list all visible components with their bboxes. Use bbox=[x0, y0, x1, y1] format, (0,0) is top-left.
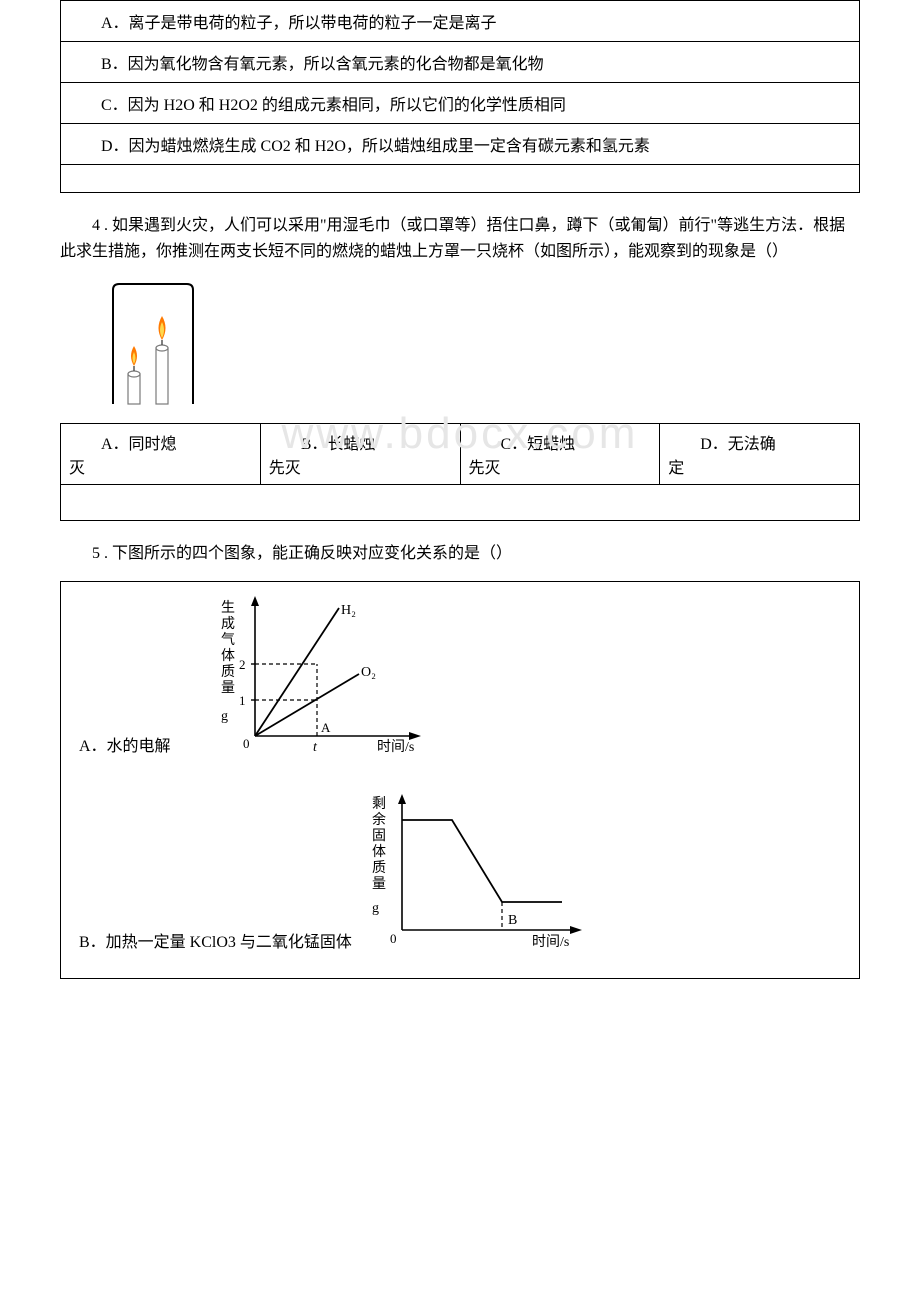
svg-text:成: 成 bbox=[221, 616, 235, 632]
svg-text:1: 1 bbox=[239, 693, 246, 708]
q4-choices-table: A．同时熄 灭 B．长蜡烛 先灭 C．短蜡烛 先灭 D．无法确 定 bbox=[60, 423, 860, 521]
q5-figure-box: A．水的电解 生 成 气 体 质 量 g 0 1 bbox=[60, 581, 860, 979]
q3-options-table: A．离子是带电荷的粒子，所以带电荷的粒子一定是离子 B．因为氧化物含有氧元素，所… bbox=[60, 0, 860, 193]
svg-text:A: A bbox=[321, 720, 331, 735]
svg-text:剩: 剩 bbox=[372, 796, 386, 812]
svg-text:体: 体 bbox=[221, 648, 235, 664]
candle-diagram bbox=[98, 278, 860, 413]
q4-choice-d-tail: 定 bbox=[668, 454, 851, 478]
q4-choice-b: B．长蜡烛 先灭 bbox=[260, 424, 460, 485]
svg-text:H₂: H₂ bbox=[341, 603, 356, 618]
svg-text:质: 质 bbox=[221, 664, 235, 680]
q3-option-b: B．因为氧化物含有氧元素，所以含氧元素的化合物都是氧化物 bbox=[61, 42, 860, 83]
q4-choice-a-tail: 灭 bbox=[69, 454, 252, 478]
q4-choice-b-head: B．长蜡烛 bbox=[269, 430, 452, 454]
svg-text:g: g bbox=[221, 709, 228, 724]
svg-text:2: 2 bbox=[239, 657, 246, 672]
svg-text:g: g bbox=[372, 901, 379, 916]
q4-choice-c: C．短蜡烛 先灭 bbox=[460, 424, 660, 485]
svg-text:气: 气 bbox=[221, 632, 235, 648]
svg-text:0: 0 bbox=[390, 931, 397, 946]
q4-stem: 4 . 如果遇到火灾，人们可以采用"用湿毛巾（或口罩等）捂住口鼻，蹲下（或匍匐）… bbox=[60, 213, 860, 264]
q4-choice-d: D．无法确 定 bbox=[660, 424, 860, 485]
svg-text:余: 余 bbox=[372, 811, 386, 828]
svg-text:量: 量 bbox=[221, 680, 235, 696]
q3-option-c: C．因为 H2O 和 H2O2 的组成元素相同，所以它们的化学性质相同 bbox=[61, 83, 860, 124]
q4-choice-a-head: A．同时熄 bbox=[69, 430, 252, 454]
q4-choice-b-tail: 先灭 bbox=[269, 454, 452, 478]
q5-stem: 5 . 下图所示的四个图象，能正确反映对应变化关系的是（） bbox=[60, 541, 860, 567]
chart-b: 剩 余 固 体 质 量 g 0 B 时间/s bbox=[362, 790, 602, 960]
svg-text:质: 质 bbox=[372, 860, 386, 876]
q3-empty-row bbox=[61, 165, 860, 193]
q4-choice-a: A．同时熄 灭 bbox=[61, 424, 261, 485]
svg-text:量: 量 bbox=[372, 876, 386, 892]
q4-empty-row bbox=[61, 485, 860, 521]
q5-fig-a-row: A．水的电解 生 成 气 体 质 量 g 0 1 bbox=[79, 594, 841, 764]
svg-text:固: 固 bbox=[372, 829, 386, 844]
q4-choice-c-head: C．短蜡烛 bbox=[469, 430, 652, 454]
svg-text:体: 体 bbox=[372, 844, 386, 860]
chart-a: 生 成 气 体 质 量 g 0 1 2 bbox=[209, 594, 439, 764]
svg-text:0: 0 bbox=[243, 736, 250, 751]
svg-text:时间/s: 时间/s bbox=[377, 739, 414, 755]
q4-choice-c-tail: 先灭 bbox=[469, 454, 652, 478]
q3-option-a: A．离子是带电荷的粒子，所以带电荷的粒子一定是离子 bbox=[61, 1, 860, 42]
q3-option-d: D．因为蜡烛燃烧生成 CO2 和 H2O，所以蜡烛组成里一定含有碳元素和氢元素 bbox=[61, 124, 860, 165]
svg-text:时间/s: 时间/s bbox=[532, 934, 569, 950]
q5-a-label: A．水的电解 bbox=[79, 732, 171, 756]
q5-fig-b-row: B．加热一定量 KClO3 与二氧化锰固体 剩 余 固 体 质 量 g 0 bbox=[79, 790, 841, 960]
svg-text:B: B bbox=[508, 913, 517, 928]
svg-text:O₂: O₂ bbox=[361, 665, 376, 680]
q4-choice-d-head: D．无法确 bbox=[668, 430, 851, 454]
q5-b-label: B．加热一定量 KClO3 与二氧化锰固体 bbox=[79, 928, 352, 952]
svg-text:生: 生 bbox=[221, 600, 235, 616]
